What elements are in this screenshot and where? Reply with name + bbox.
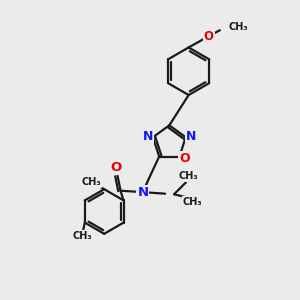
Text: N: N <box>186 130 196 143</box>
Text: O: O <box>204 30 214 43</box>
Text: O: O <box>110 161 122 174</box>
Text: CH₃: CH₃ <box>183 197 202 207</box>
Text: N: N <box>143 130 153 143</box>
Text: CH₃: CH₃ <box>228 22 248 32</box>
Text: N: N <box>137 186 148 199</box>
Text: CH₃: CH₃ <box>82 177 101 187</box>
Text: CH₃: CH₃ <box>178 171 198 181</box>
Text: O: O <box>179 152 190 164</box>
Text: CH₃: CH₃ <box>72 231 92 241</box>
